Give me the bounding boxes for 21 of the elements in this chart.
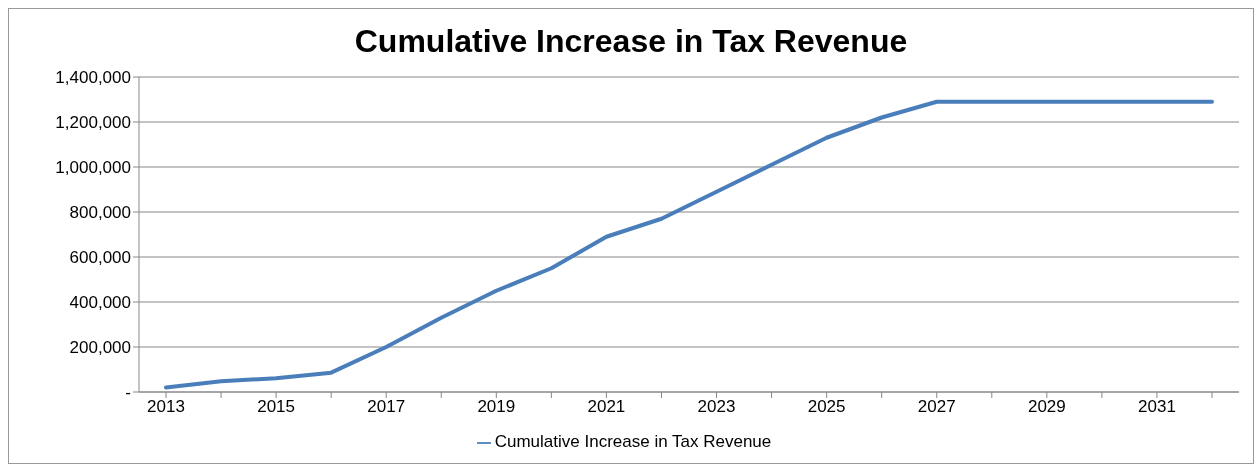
y-tick-label: 1,000,000 [55, 158, 131, 178]
x-tick-label: 2019 [477, 397, 516, 417]
x-tick-label: 2015 [257, 397, 296, 417]
x-tick-label: 2013 [147, 397, 185, 417]
x-tick-label: 2027 [917, 397, 956, 417]
x-tick-label: 2031 [1138, 397, 1176, 417]
y-tick-label: 400,000 [69, 293, 131, 313]
legend-label: Cumulative Increase in Tax Revenue [494, 432, 772, 451]
x-tick-label: 2029 [1027, 397, 1066, 417]
x-tick-label: 2021 [587, 397, 626, 417]
y-tick-label: - [125, 383, 131, 403]
y-tick-label: 800,000 [69, 203, 131, 223]
y-tick-label: 200,000 [69, 338, 131, 358]
line-series [164, 99, 1214, 390]
x-tick-label: 2023 [697, 397, 736, 417]
x-tick-label: 2025 [807, 397, 846, 417]
y-tick-label: 1,200,000 [55, 113, 131, 133]
y-tick-label: 1,400,000 [55, 68, 131, 88]
x-tick-label: 2017 [367, 397, 406, 417]
y-tick-label: 600,000 [69, 248, 131, 268]
chart-title: Cumulative Increase in Tax Revenue [353, 23, 909, 61]
